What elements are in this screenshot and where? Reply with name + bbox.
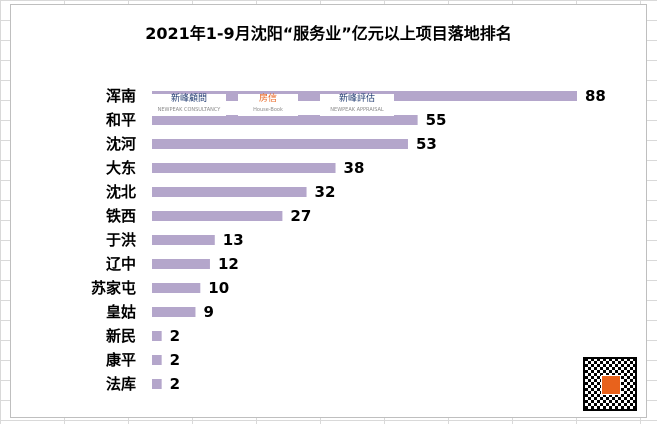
- value-label: 2: [170, 351, 180, 369]
- category-label: 法库: [106, 375, 136, 393]
- category-label: 于洪: [106, 231, 136, 249]
- value-label: 38: [344, 159, 365, 177]
- value-label: 13: [223, 231, 244, 249]
- value-label: 32: [315, 183, 336, 201]
- category-label: 浑南: [106, 87, 136, 105]
- bar: [152, 379, 162, 389]
- category-label: 辽中: [106, 255, 136, 273]
- category-label: 沈河: [106, 135, 136, 153]
- category-label: 和平: [106, 111, 136, 129]
- category-label: 康平: [106, 351, 136, 369]
- value-label: 12: [218, 255, 239, 273]
- bar: [152, 163, 336, 173]
- value-label: 53: [416, 135, 437, 153]
- logo-house-book: 房信 House-Book: [238, 94, 298, 116]
- bar: [152, 235, 215, 245]
- value-label: 55: [426, 111, 447, 129]
- chart-title: 2021年1-9月沈阳“服务业”亿元以上项目落地排名: [145, 24, 512, 43]
- bar: [152, 283, 201, 293]
- category-label: 苏家屯: [91, 279, 136, 297]
- logo-right-text: 新峰評估: [338, 94, 375, 104]
- category-label: 大东: [106, 159, 136, 177]
- logo-newpeak-appraisal: 新峰評估 NEWPEAK APPRAISAL: [320, 94, 394, 116]
- bar: [152, 187, 307, 197]
- value-label: 88: [585, 87, 606, 105]
- logo-newpeak-consultancy: 新峰顧問 NEWPEAK CONSULTANCY: [152, 94, 226, 116]
- logo-mid-text: 房信: [258, 94, 277, 104]
- category-label: 新民: [106, 327, 136, 345]
- value-label: 27: [290, 207, 311, 225]
- value-label: 9: [203, 303, 213, 321]
- bar: [152, 355, 162, 365]
- bar: [152, 331, 162, 341]
- bar: [152, 139, 408, 149]
- value-label: 10: [208, 279, 229, 297]
- bar: [152, 259, 210, 269]
- category-label: 铁西: [106, 207, 136, 225]
- watermark-logos: 新峰顧問 NEWPEAK CONSULTANCY 房信 House-Book 新…: [152, 94, 402, 124]
- logo-left-text: 新峰顧問: [170, 94, 207, 104]
- bar: [152, 211, 283, 221]
- logo-right-subtext: NEWPEAK APPRAISAL: [330, 107, 384, 113]
- qr-code: [583, 357, 637, 411]
- value-label: 2: [170, 327, 180, 345]
- bar: [152, 307, 196, 317]
- logo-left-subtext: NEWPEAK CONSULTANCY: [157, 107, 221, 113]
- value-label: 2: [170, 375, 180, 393]
- qr-center-logo: [601, 375, 621, 395]
- category-label: 皇姑: [106, 303, 136, 321]
- bar: [152, 115, 418, 125]
- category-label: 沈北: [106, 183, 136, 201]
- logo-mid-subtext: House-Book: [253, 107, 283, 113]
- chart-area: [10, 4, 647, 418]
